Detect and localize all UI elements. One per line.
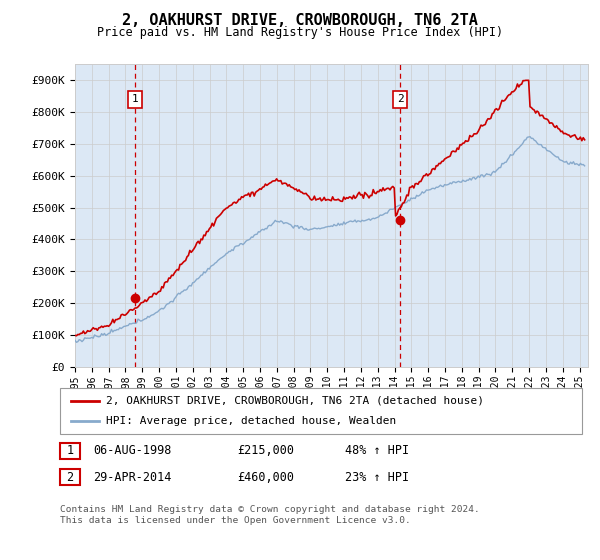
Text: 2: 2 — [397, 95, 403, 104]
Text: 2, OAKHURST DRIVE, CROWBOROUGH, TN6 2TA: 2, OAKHURST DRIVE, CROWBOROUGH, TN6 2TA — [122, 13, 478, 27]
Text: 2: 2 — [67, 470, 73, 484]
Text: 23% ↑ HPI: 23% ↑ HPI — [345, 470, 409, 484]
Text: 2, OAKHURST DRIVE, CROWBOROUGH, TN6 2TA (detached house): 2, OAKHURST DRIVE, CROWBOROUGH, TN6 2TA … — [106, 396, 484, 406]
Text: 29-APR-2014: 29-APR-2014 — [93, 470, 172, 484]
Text: Contains HM Land Registry data © Crown copyright and database right 2024.
This d: Contains HM Land Registry data © Crown c… — [60, 505, 480, 525]
Text: 1: 1 — [67, 444, 73, 458]
Text: HPI: Average price, detached house, Wealden: HPI: Average price, detached house, Weal… — [106, 416, 397, 426]
Text: £215,000: £215,000 — [237, 444, 294, 458]
Text: 06-AUG-1998: 06-AUG-1998 — [93, 444, 172, 458]
Text: Price paid vs. HM Land Registry's House Price Index (HPI): Price paid vs. HM Land Registry's House … — [97, 26, 503, 39]
Text: £460,000: £460,000 — [237, 470, 294, 484]
Text: 1: 1 — [132, 95, 139, 104]
Text: 48% ↑ HPI: 48% ↑ HPI — [345, 444, 409, 458]
